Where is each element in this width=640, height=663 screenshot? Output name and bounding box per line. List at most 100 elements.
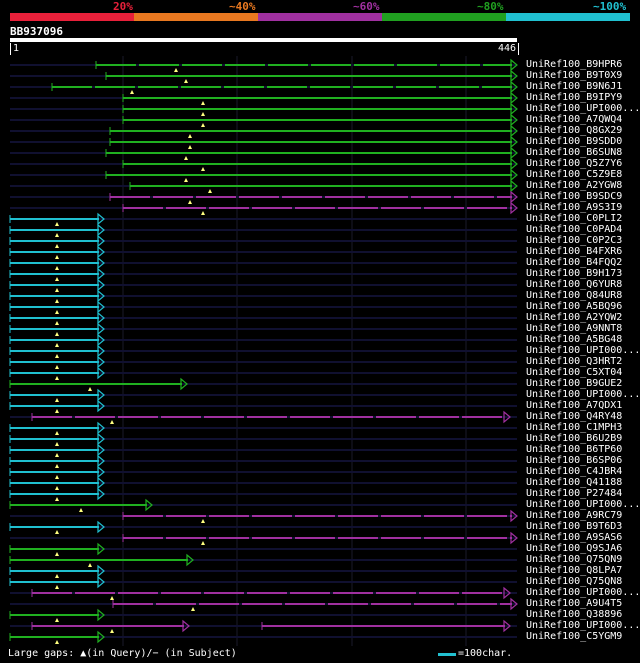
hit-label[interactable]: UniRef100_A5BG48 xyxy=(526,334,623,345)
hit-row[interactable] xyxy=(9,388,517,402)
hit-row[interactable] xyxy=(9,608,517,622)
hit-row[interactable] xyxy=(9,421,517,435)
hit-row[interactable] xyxy=(9,542,517,556)
hit-row[interactable] xyxy=(9,399,517,413)
hit-label[interactable]: UniRef100_B9SDC9 xyxy=(526,191,623,202)
hit-row[interactable] xyxy=(9,212,517,226)
hit-row[interactable] xyxy=(9,377,517,391)
hit-row[interactable] xyxy=(10,619,517,633)
hit-label[interactable]: UniRef100_B4FXR6 xyxy=(526,246,623,257)
hit-label[interactable]: UniRef100_UPI000... xyxy=(526,103,640,114)
hit-row[interactable] xyxy=(9,289,517,303)
hit-row[interactable] xyxy=(10,410,517,424)
hit-row[interactable] xyxy=(9,630,517,644)
hit-label[interactable]: UniRef100_A7QDX1 xyxy=(526,400,623,411)
hit-row[interactable] xyxy=(9,311,517,325)
hit-label[interactable]: UniRef100_Q84UR8 xyxy=(526,290,623,301)
hit-label[interactable]: UniRef100_B4FQQ2 xyxy=(526,257,623,268)
hit-row[interactable] xyxy=(10,168,518,182)
hit-label[interactable]: UniRef100_Q9SJA6 xyxy=(526,543,623,554)
hit-label[interactable]: UniRef100_C4JBR4 xyxy=(526,466,623,477)
hit-row[interactable] xyxy=(10,190,518,204)
hit-label[interactable]: UniRef100_A9RC79 xyxy=(526,510,623,521)
hit-label[interactable]: UniRef100_Q41188 xyxy=(526,477,623,488)
hit-label[interactable]: UniRef100_B9T6D3 xyxy=(526,521,623,532)
hit-row[interactable] xyxy=(10,80,518,94)
hit-row[interactable] xyxy=(9,234,517,248)
hit-row[interactable] xyxy=(10,113,518,127)
hit-row[interactable] xyxy=(9,267,517,281)
hit-row[interactable] xyxy=(9,333,517,347)
hit-row[interactable] xyxy=(10,586,517,600)
hit-label[interactable]: UniRef100_Q8GX29 xyxy=(526,125,623,136)
hit-label[interactable]: UniRef100_C0P2C3 xyxy=(526,235,623,246)
hit-row[interactable] xyxy=(9,245,517,259)
hit-label[interactable]: UniRef100_P27484 xyxy=(526,488,623,499)
hit-label[interactable]: UniRef100_UPI000... xyxy=(526,620,640,631)
hit-label[interactable]: UniRef100_UPI000... xyxy=(526,389,640,400)
hit-row[interactable] xyxy=(9,366,517,380)
hit-label[interactable]: UniRef100_A2YQW2 xyxy=(526,312,623,323)
hit-label[interactable]: UniRef100_C5XT04 xyxy=(526,367,623,378)
hit-row[interactable] xyxy=(9,454,517,468)
hit-label[interactable]: UniRef100_B6SUN8 xyxy=(526,147,623,158)
hit-label[interactable]: UniRef100_A9U4T5 xyxy=(526,598,623,609)
hit-label[interactable]: UniRef100_C0PAD4 xyxy=(526,224,623,235)
hit-label[interactable]: UniRef100_A9NNT8 xyxy=(526,323,623,334)
hit-row[interactable] xyxy=(9,553,517,567)
hit-label[interactable]: UniRef100_B9SDD0 xyxy=(526,136,623,147)
hit-row[interactable] xyxy=(9,487,517,501)
hit-label[interactable]: UniRef100_Q6YUR8 xyxy=(526,279,623,290)
hit-label[interactable]: UniRef100_C5Z9E8 xyxy=(526,169,623,180)
hit-row[interactable] xyxy=(10,69,518,83)
hit-row[interactable] xyxy=(9,476,517,490)
hit-row[interactable] xyxy=(9,278,517,292)
hit-label[interactable]: UniRef100_A9SAS6 xyxy=(526,532,623,543)
hit-label[interactable]: UniRef100_Q8LPA7 xyxy=(526,565,623,576)
hit-row[interactable] xyxy=(9,520,517,534)
hit-label[interactable]: UniRef100_UPI000... xyxy=(526,345,640,356)
hit-label[interactable]: UniRef100_A9S3I9 xyxy=(526,202,623,213)
hit-row[interactable] xyxy=(10,58,518,72)
hit-row[interactable] xyxy=(10,102,518,116)
hit-label[interactable]: UniRef100_B9T0X9 xyxy=(526,70,623,81)
hit-row[interactable] xyxy=(9,443,517,457)
hit-row[interactable] xyxy=(10,531,518,545)
hit-row[interactable] xyxy=(9,465,517,479)
hit-label[interactable]: UniRef100_B9GUE2 xyxy=(526,378,623,389)
hit-row[interactable] xyxy=(10,135,518,149)
hit-label[interactable]: UniRef100_UPI000... xyxy=(526,587,640,598)
hit-label[interactable]: UniRef100_A2YGW8 xyxy=(526,180,623,191)
hit-label[interactable]: UniRef100_B6U2B9 xyxy=(526,433,623,444)
hit-label[interactable]: UniRef100_C0PLI2 xyxy=(526,213,623,224)
hit-row[interactable] xyxy=(10,91,518,105)
hit-row[interactable] xyxy=(10,201,518,215)
hit-row[interactable] xyxy=(9,322,517,336)
hit-row[interactable] xyxy=(10,157,518,171)
hit-row[interactable] xyxy=(10,509,518,523)
hit-row[interactable] xyxy=(9,564,517,578)
hit-row[interactable] xyxy=(10,124,518,138)
hit-label[interactable]: UniRef100_Q4RY48 xyxy=(526,411,623,422)
hit-label[interactable]: UniRef100_B9IPY9 xyxy=(526,92,623,103)
hit-label[interactable]: UniRef100_UPI000... xyxy=(526,499,640,510)
hit-label[interactable]: UniRef100_Q75QN9 xyxy=(526,554,623,565)
hit-label[interactable]: UniRef100_Q5Z7Y6 xyxy=(526,158,623,169)
hit-label[interactable]: UniRef100_B9HPR6 xyxy=(526,59,623,70)
hit-row[interactable] xyxy=(10,179,518,193)
hit-label[interactable]: UniRef100_Q38896 xyxy=(526,609,623,620)
hit-label[interactable]: UniRef100_C5YGM9 xyxy=(526,631,623,642)
hit-label[interactable]: UniRef100_Q3HRT2 xyxy=(526,356,623,367)
hit-row[interactable] xyxy=(9,498,517,512)
hit-label[interactable]: UniRef100_A5BQ96 xyxy=(526,301,623,312)
hit-row[interactable] xyxy=(10,146,518,160)
hit-row[interactable] xyxy=(9,344,517,358)
hit-row[interactable] xyxy=(9,223,517,237)
hit-row[interactable] xyxy=(9,256,517,270)
hit-label[interactable]: UniRef100_Q75QN8 xyxy=(526,576,623,587)
hit-row[interactable] xyxy=(9,300,517,314)
hit-label[interactable]: UniRef100_B6SP06 xyxy=(526,455,623,466)
hit-row[interactable] xyxy=(9,575,517,589)
hit-label[interactable]: UniRef100_A7QWQ4 xyxy=(526,114,623,125)
hit-row[interactable] xyxy=(9,432,517,446)
